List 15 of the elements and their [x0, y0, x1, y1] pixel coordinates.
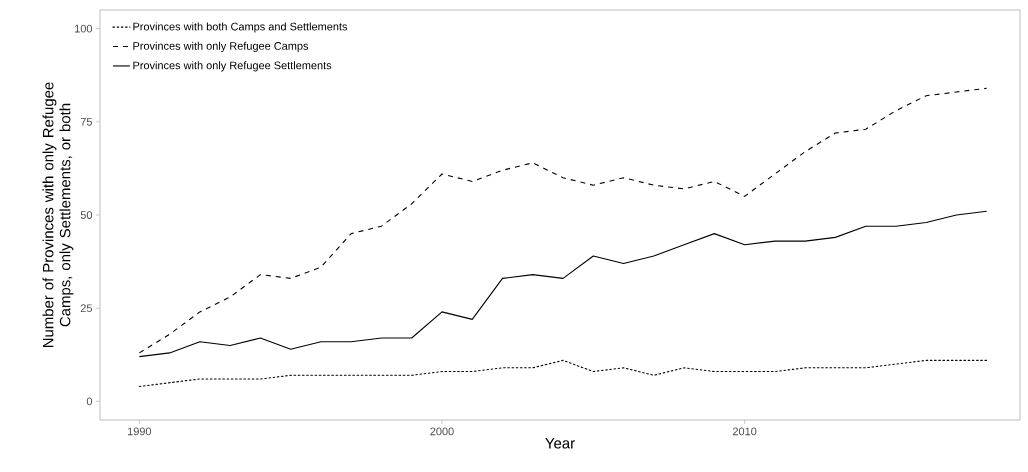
- legend-label: Provinces with only Refugee Camps: [133, 41, 309, 53]
- x-axis-title: Year: [545, 438, 575, 449]
- x-tick-label: 2000: [430, 427, 454, 436]
- line-series: [138, 87, 988, 354]
- y-tick-label: 100: [75, 24, 93, 33]
- y-axis-title: Number of Provinces with only Refugee Camps, only Settlements, or both: [42, 82, 74, 348]
- y-tick-label: 0: [86, 397, 93, 406]
- y-tick-label: 25: [80, 304, 93, 313]
- legend-label: Provinces with both Camps and Settlements: [133, 22, 348, 33]
- y-tick-label: 50: [80, 211, 93, 219]
- y-tick-label: 75: [80, 118, 93, 126]
- x-tick-label: 2010: [732, 427, 757, 436]
- legend-label: Provinces with only Refugee Settlements: [133, 61, 332, 72]
- line-series: [138, 210, 988, 358]
- x-tick-label: 1990: [127, 427, 152, 436]
